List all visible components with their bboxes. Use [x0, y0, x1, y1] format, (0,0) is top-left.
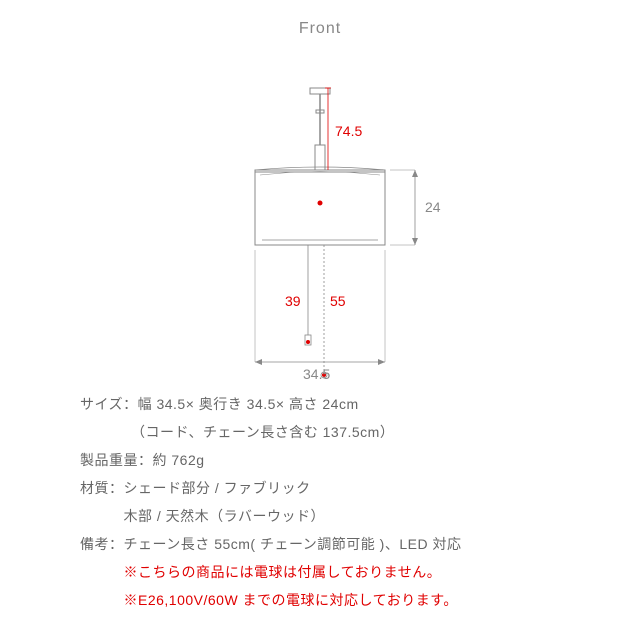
spec-material-1: 材質：シェード部分 / ファブリック [80, 474, 461, 502]
spec-block: サイズ：幅 34.5× 奥行き 34.5× 高さ 24cm （コード、チェーン長… [80, 390, 461, 614]
view-title: Front [299, 20, 341, 38]
product-diagram: 74.5 24 39 55 34.5 [0, 40, 640, 380]
spec-material-2: 木部 / 天然木（ラバーウッド） [80, 502, 461, 530]
dim-top-height: 74.5 [335, 123, 362, 139]
spec-weight: 製品重量：約 762g [80, 446, 461, 474]
dim-pull-39: 39 [285, 293, 301, 309]
spec-size: サイズ：幅 34.5× 奥行き 34.5× 高さ 24cm [80, 390, 461, 418]
dim-width: 34.5 [303, 366, 330, 382]
spec-note-1: ※こちらの商品には電球は付属しておりません。 [80, 558, 461, 586]
diagram-svg [0, 40, 640, 400]
spec-note-2: ※E26,100V/60W までの電球に対応しております。 [80, 586, 461, 614]
spec-remarks: 備考：チェーン長さ 55cm( チェーン調節可能 )、LED 対応 [80, 530, 461, 558]
spec-size-extra: （コード、チェーン長さ含む 137.5cm） [80, 418, 461, 446]
dim-chain-55: 55 [330, 293, 346, 309]
dim-shade-height: 24 [425, 199, 441, 215]
